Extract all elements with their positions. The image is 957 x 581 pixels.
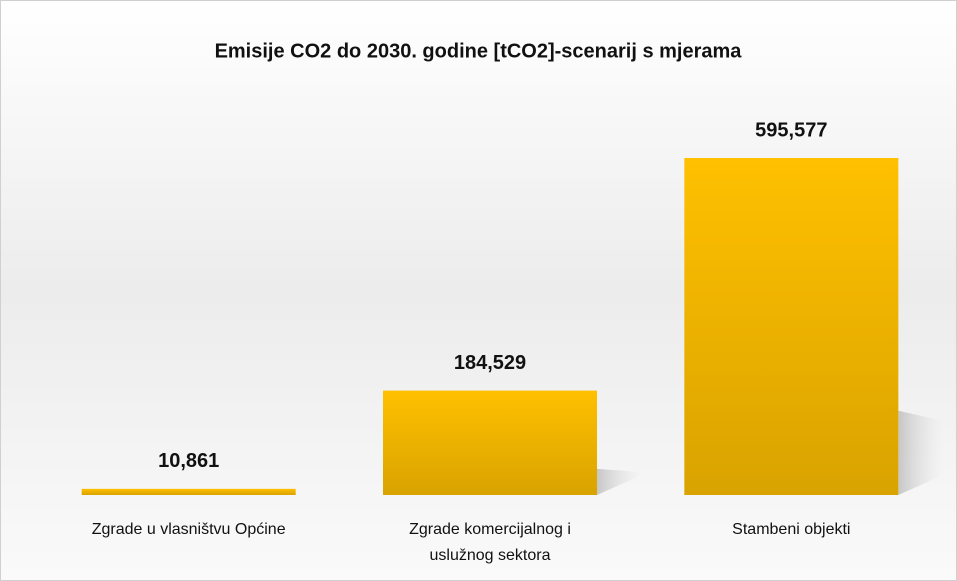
data-label: 184,529 — [454, 352, 526, 374]
bar-shadow — [597, 468, 642, 495]
data-label: 10,861 — [158, 450, 219, 472]
bar — [383, 390, 597, 495]
bar — [81, 488, 296, 495]
category-label: Zgrade komercijalnog i uslužnog sektora — [409, 521, 571, 564]
data-label: 595,577 — [755, 119, 827, 141]
chart-title: Emisije CO2 do 2030. godine [tCO2]-scena… — [215, 40, 743, 62]
bar-shadow — [898, 410, 944, 495]
bar — [684, 158, 899, 495]
category-label: Stambeni objekti — [732, 521, 851, 538]
category-label: Zgrade u vlasništvu Općine — [91, 521, 286, 538]
